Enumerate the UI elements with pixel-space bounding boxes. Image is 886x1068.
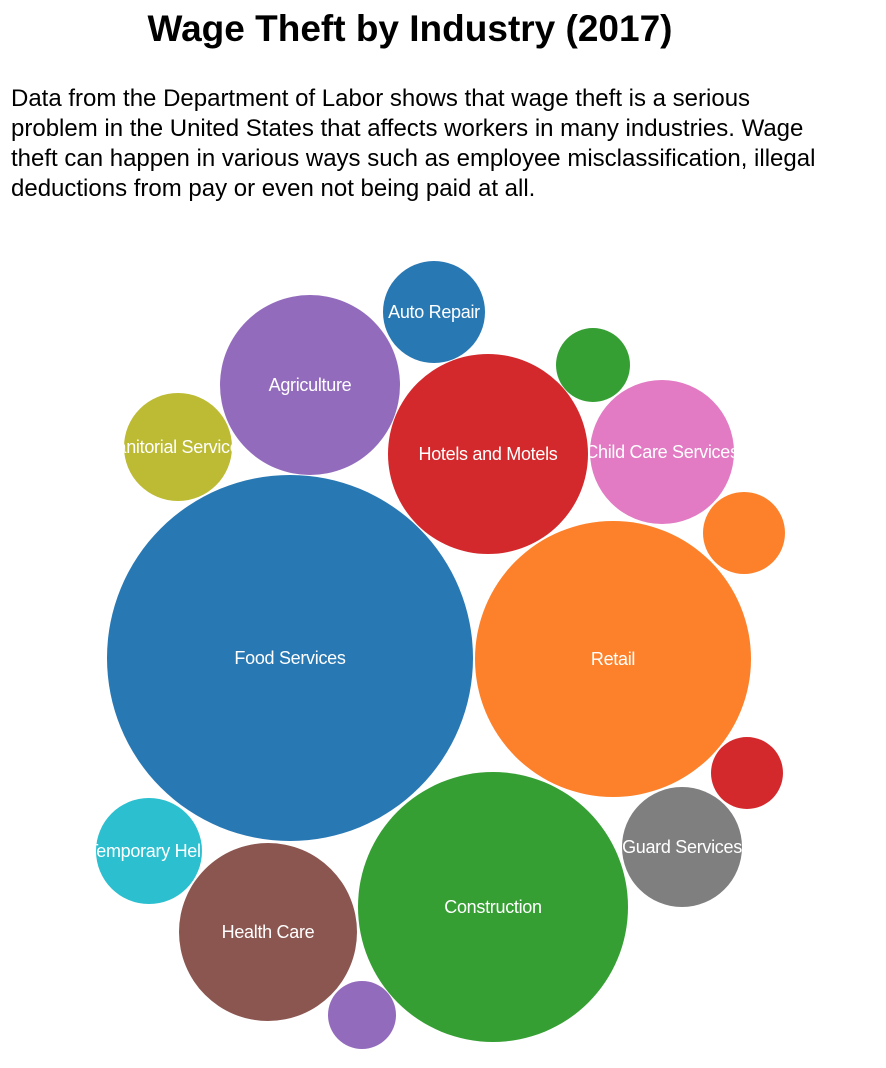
- bubble-label-child-care-services: Child Care Services: [585, 442, 739, 462]
- bubble-health-care: Health Care: [179, 843, 357, 1021]
- bubble-label-janitorial-services: Janitorial Services: [108, 437, 249, 457]
- bubble-unlabeled-13: [703, 492, 785, 574]
- bubble-circle-child-care-services: [590, 380, 734, 524]
- bubble-label-retail: Retail: [591, 649, 635, 669]
- bubble-guard-services: Guard Services: [622, 787, 742, 907]
- bubble-label-health-care: Health Care: [222, 922, 315, 942]
- bubble-food-services: Food Services: [107, 475, 473, 841]
- bubble-unlabeled-15: [328, 981, 396, 1049]
- bubble-circle-auto-repair: [383, 261, 485, 363]
- bubble-label-temporary-help: Temporary Help: [88, 841, 211, 861]
- bubble-circle-hotels-and-motels: [388, 354, 588, 554]
- bubble-label-auto-repair: Auto Repair: [388, 302, 480, 322]
- bubble-unlabeled-12: [556, 328, 630, 402]
- bubble-circle-unlabeled-14: [711, 737, 783, 809]
- bubble-unlabeled-14: [711, 737, 783, 809]
- bubble-circle-agriculture: [220, 295, 400, 475]
- bubble-hotels-and-motels: Hotels and Motels: [388, 354, 588, 554]
- bubble-label-guard-services: Guard Services: [622, 837, 742, 857]
- bubble-circle-temporary-help: [96, 798, 202, 904]
- bubble-label-agriculture: Agriculture: [269, 375, 352, 395]
- bubble-agriculture: Agriculture: [220, 295, 400, 475]
- bubble-retail: Retail: [475, 521, 751, 797]
- bubble-circle-unlabeled-15: [328, 981, 396, 1049]
- bubble-label-food-services: Food Services: [234, 648, 345, 668]
- bubble-circle-guard-services: [622, 787, 742, 907]
- bubble-auto-repair: Auto Repair: [383, 261, 485, 363]
- bubble-label-hotels-and-motels: Hotels and Motels: [419, 444, 558, 464]
- bubble-circle-construction: [358, 772, 628, 1042]
- bubble-circle-unlabeled-13: [703, 492, 785, 574]
- bubble-construction: Construction: [358, 772, 628, 1042]
- page-title: Wage Theft by Industry (2017): [147, 8, 673, 49]
- bubble-circle-unlabeled-12: [556, 328, 630, 402]
- bubble-janitorial-services: Janitorial Services: [108, 393, 249, 501]
- intro-paragraph: Data from the Department of Labor shows …: [11, 85, 816, 202]
- bubble-circle-health-care: [179, 843, 357, 1021]
- bubble-child-care-services: Child Care Services: [585, 380, 739, 524]
- bubble-label-construction: Construction: [444, 897, 541, 917]
- bubble-circle-retail: [475, 521, 751, 797]
- bubble-circle-janitorial-services: [124, 393, 232, 501]
- bubble-temporary-help: Temporary Help: [88, 798, 211, 904]
- bubble-circle-food-services: [107, 475, 473, 841]
